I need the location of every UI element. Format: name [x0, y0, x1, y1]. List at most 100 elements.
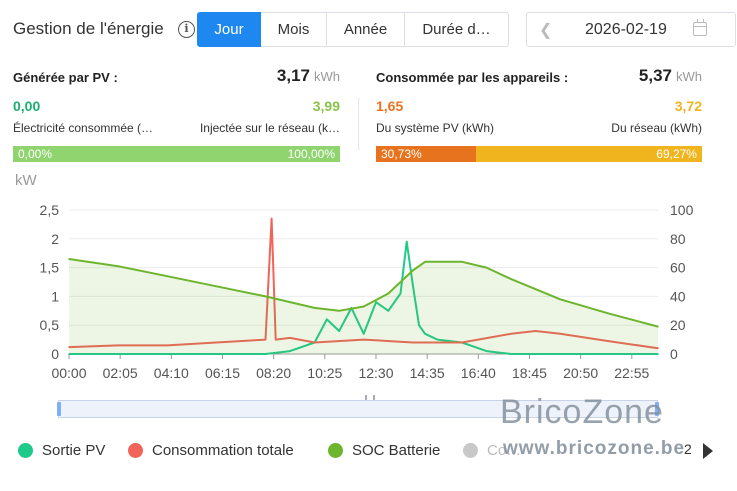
consumed-ratio-pv: 30,73% — [376, 146, 477, 162]
series-point-0 — [436, 338, 439, 341]
y-tick-label-right: 80 — [670, 231, 686, 247]
series-area-soc — [69, 259, 658, 354]
legend-item-more[interactable]: Co… — [463, 438, 521, 462]
tab-annee[interactable]: Année — [327, 12, 405, 47]
consumed-total: 5,37 kWh — [638, 66, 702, 85]
legend-item-consumption[interactable]: Consommation totale — [128, 438, 294, 462]
series-point-0 — [68, 353, 70, 355]
series-point-0 — [264, 353, 267, 355]
series-point-0 — [326, 318, 328, 321]
series-point-1 — [412, 341, 414, 344]
series-point-2 — [387, 292, 390, 295]
period-tabs: Jour Mois Année Durée d… — [197, 12, 509, 47]
slider-grip-icon[interactable] — [365, 395, 375, 400]
x-tick-label: 18:45 — [512, 365, 547, 381]
series-point-1 — [657, 347, 659, 349]
series-point-2 — [510, 278, 512, 280]
tab-duree[interactable]: Durée d… — [405, 12, 509, 47]
generated-label: Générée par PV : — [13, 70, 118, 85]
date-value[interactable]: 2026-02-19 — [585, 21, 667, 38]
date-picker[interactable]: ❮ 2026-02-19 — [526, 12, 736, 47]
self-consumed-value: 0,00 — [13, 98, 41, 114]
legend-item-soc[interactable]: SOC Batterie — [328, 438, 440, 462]
y-tick-label-right: 0 — [670, 346, 678, 362]
slider-handle-right[interactable] — [655, 402, 659, 416]
y-tick-label-right: 20 — [670, 317, 686, 333]
y-tick-label-left: 1,5 — [40, 260, 60, 276]
legend-dot — [328, 442, 343, 458]
series-point-0 — [412, 284, 414, 286]
self-consumed-label: Électricité consommée (… — [13, 121, 154, 135]
generated-ratio-bar: 0,00% 100,00% — [13, 146, 340, 162]
legend-next-icon[interactable] — [703, 443, 713, 459]
series-point-2 — [215, 285, 218, 288]
series-point-2 — [608, 312, 611, 315]
y-axis-unit: kW — [15, 172, 37, 189]
from-grid-value: 3,72 — [674, 98, 702, 114]
generated-ratio-left: 0,00% — [18, 147, 53, 161]
series-point-0 — [289, 350, 291, 352]
watermark-url: www.bricozone.be — [503, 438, 686, 459]
y-tick-label-left: 1 — [51, 288, 59, 304]
y-tick-label-right: 100 — [670, 202, 694, 218]
series-point-1 — [68, 346, 70, 348]
series-point-1 — [510, 333, 512, 335]
series-point-2 — [657, 325, 659, 328]
series-point-2 — [264, 295, 267, 298]
consumed-label: Consommée par les appareils : — [376, 70, 569, 85]
legend-item-pv[interactable]: Sortie PV — [18, 438, 105, 462]
tab-jour[interactable]: Jour — [197, 12, 261, 47]
header: Gestion de l'énergie i Jour Mois Année D… — [0, 0, 737, 60]
series-point-1 — [270, 217, 273, 220]
legend-dot — [463, 442, 478, 458]
tab-mois[interactable]: Mois — [261, 12, 327, 47]
generated-ratio-fill: 0,00% 100,00% — [13, 146, 340, 162]
page-title: Gestion de l'énergie — [13, 19, 164, 38]
legend-dot — [128, 442, 143, 458]
y-tick-label-right: 60 — [670, 260, 686, 276]
zoom-slider[interactable] — [57, 395, 659, 418]
calendar-icon[interactable] — [693, 19, 707, 36]
y-tick-label-left: 2 — [51, 231, 59, 247]
chevron-left-icon[interactable]: ❮ — [539, 22, 553, 39]
series-point-1 — [608, 340, 611, 343]
series-point-0 — [424, 333, 426, 335]
x-tick-label: 14:35 — [410, 365, 445, 381]
series-point-2 — [559, 298, 561, 301]
series-point-0 — [657, 353, 659, 355]
series-point-2 — [68, 258, 70, 260]
series-point-0 — [375, 301, 377, 303]
series-point-1 — [534, 330, 537, 332]
y-tick-label-right: 40 — [670, 288, 686, 304]
x-tick-label: 00:00 — [51, 365, 86, 381]
legend-page-number: 2 — [684, 441, 692, 457]
y-tick-label-left: 2,5 — [40, 202, 60, 218]
legend-dot — [18, 442, 33, 458]
series-point-0 — [485, 350, 488, 352]
series-point-0 — [399, 292, 402, 295]
series-point-1 — [461, 341, 463, 344]
series-point-0 — [510, 353, 512, 355]
series-point-2 — [117, 265, 119, 267]
x-tick-label: 20:50 — [563, 365, 598, 381]
x-tick-label: 12:30 — [358, 365, 393, 381]
series-point-1 — [215, 341, 218, 344]
series-point-2 — [338, 310, 340, 312]
series-point-1 — [274, 338, 277, 341]
slider-handle-left[interactable] — [57, 402, 61, 416]
series-point-2 — [412, 269, 414, 272]
from-grid-label: Du réseau (kWh) — [611, 121, 702, 135]
series-point-1 — [264, 338, 267, 341]
series-point-2 — [166, 275, 168, 277]
panel-divider — [358, 98, 359, 150]
series-point-2 — [362, 305, 365, 308]
consumed-panel: Consommée par les appareils : 5,37 kWh 1,… — [376, 66, 702, 166]
x-tick-label: 06:15 — [205, 365, 240, 381]
generated-panel: Générée par PV : 3,17 kWh 0,00 3,99 Élect… — [13, 66, 340, 166]
energy-chart[interactable]: 0 0,5 1 1,5 2 2,5 0 20 40 60 80 100 00:00 02:05 04:10 0… — [0, 190, 737, 390]
info-icon[interactable]: i — [178, 21, 195, 38]
series-point-1 — [166, 344, 168, 347]
x-tick-label: 16:40 — [461, 365, 496, 381]
series-point-1 — [117, 344, 119, 347]
consumed-ratio-bar: 30,73% 69,27% — [376, 146, 702, 162]
